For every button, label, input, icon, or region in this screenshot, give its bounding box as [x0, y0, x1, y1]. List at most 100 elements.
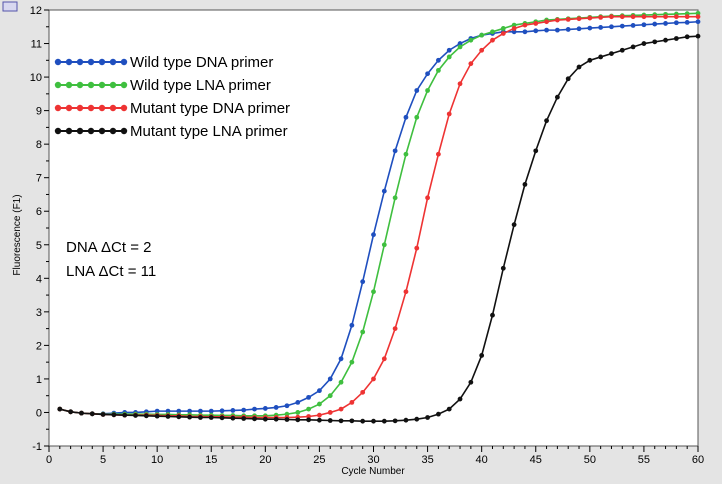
data-point	[327, 393, 333, 399]
legend-swatch-marker	[76, 58, 84, 66]
y-tick-label: -1	[32, 441, 42, 453]
data-point	[457, 396, 463, 402]
legend-swatch-marker	[54, 127, 62, 135]
data-point	[371, 289, 376, 295]
legend-swatch-marker	[65, 81, 73, 89]
data-point	[457, 81, 463, 87]
data-point	[554, 17, 560, 23]
data-point	[306, 414, 311, 419]
data-point	[414, 114, 420, 120]
data-point	[457, 41, 463, 46]
data-point	[511, 29, 517, 35]
data-point	[219, 408, 225, 414]
dna-delta-ct-annotation: DNA ΔCt = 2	[66, 239, 151, 256]
data-point	[479, 353, 485, 358]
data-point	[68, 409, 74, 415]
data-point	[630, 14, 636, 20]
data-point	[381, 418, 387, 424]
data-point	[457, 44, 463, 50]
legend-swatch-marker	[98, 127, 106, 135]
data-point	[576, 26, 582, 32]
data-point	[403, 289, 409, 295]
data-point	[522, 22, 528, 28]
data-point	[403, 114, 409, 120]
data-point	[500, 31, 506, 36]
data-point	[133, 413, 138, 418]
data-point	[273, 405, 279, 410]
data-point	[317, 388, 322, 394]
data-point	[673, 20, 679, 26]
data-point	[598, 14, 604, 20]
data-point	[381, 242, 387, 248]
data-point	[598, 54, 604, 60]
data-point	[576, 16, 582, 22]
y-axis-title: Fluorescence (F1)	[12, 194, 23, 275]
data-point	[436, 411, 441, 417]
data-point	[544, 19, 549, 25]
legend-label: Mutant type DNA primer	[130, 100, 290, 117]
data-point	[609, 24, 614, 30]
data-point	[490, 37, 495, 43]
data-point	[490, 312, 495, 318]
data-point	[165, 414, 171, 419]
data-point	[446, 54, 452, 60]
y-tick-label: 7	[36, 173, 42, 185]
y-tick-label: 11	[31, 39, 42, 51]
data-point	[695, 19, 701, 25]
legend-label: Mutant type LNA primer	[130, 123, 288, 140]
data-point	[262, 406, 268, 411]
data-point	[100, 412, 106, 417]
data-point	[327, 418, 333, 423]
data-point	[295, 417, 301, 423]
data-point	[554, 94, 560, 100]
data-point	[338, 379, 344, 385]
data-point	[425, 195, 430, 201]
data-point	[241, 407, 247, 413]
legend-swatch-marker	[87, 81, 95, 89]
data-point	[317, 401, 322, 407]
data-point	[641, 41, 647, 46]
legend-swatch-marker	[54, 58, 62, 66]
data-point	[187, 414, 193, 420]
x-tick-label: 30	[367, 454, 379, 466]
legend-label: Wild type DNA primer	[130, 54, 273, 71]
legend-swatch-marker	[109, 127, 117, 135]
x-tick-label: 15	[205, 454, 217, 466]
data-point	[338, 406, 344, 412]
data-point	[652, 39, 658, 45]
data-point	[684, 14, 690, 20]
x-tick-label: 60	[692, 454, 704, 466]
x-tick-label: 5	[100, 454, 106, 466]
data-point	[392, 148, 398, 154]
data-point	[522, 182, 528, 187]
data-point	[414, 88, 420, 93]
data-point	[327, 376, 333, 382]
x-tick-label: 10	[151, 454, 163, 466]
legend-swatch-marker	[54, 81, 62, 89]
data-point	[392, 418, 398, 424]
data-point	[306, 394, 311, 400]
x-tick-label: 20	[259, 454, 271, 466]
data-point	[587, 25, 593, 31]
legend-swatch-marker	[120, 104, 128, 112]
data-point	[403, 151, 409, 157]
data-point	[533, 148, 539, 154]
data-point	[89, 411, 95, 417]
data-point	[468, 379, 474, 385]
data-point	[176, 414, 182, 420]
data-point	[565, 27, 571, 32]
legend-swatch-marker	[76, 127, 84, 135]
legend-entry-wild-type-dna-primer: Wild type DNA primer	[54, 54, 273, 71]
data-point	[565, 76, 571, 82]
y-tick-label: 0	[36, 407, 42, 419]
data-point	[684, 34, 690, 40]
data-point	[490, 29, 495, 35]
data-point	[533, 21, 539, 26]
data-point	[598, 25, 604, 30]
legend-label: Wild type LNA primer	[130, 77, 271, 94]
data-point	[295, 410, 301, 415]
data-point	[446, 406, 452, 412]
x-axis-title: Cycle Number	[341, 466, 405, 477]
data-point	[684, 20, 690, 25]
